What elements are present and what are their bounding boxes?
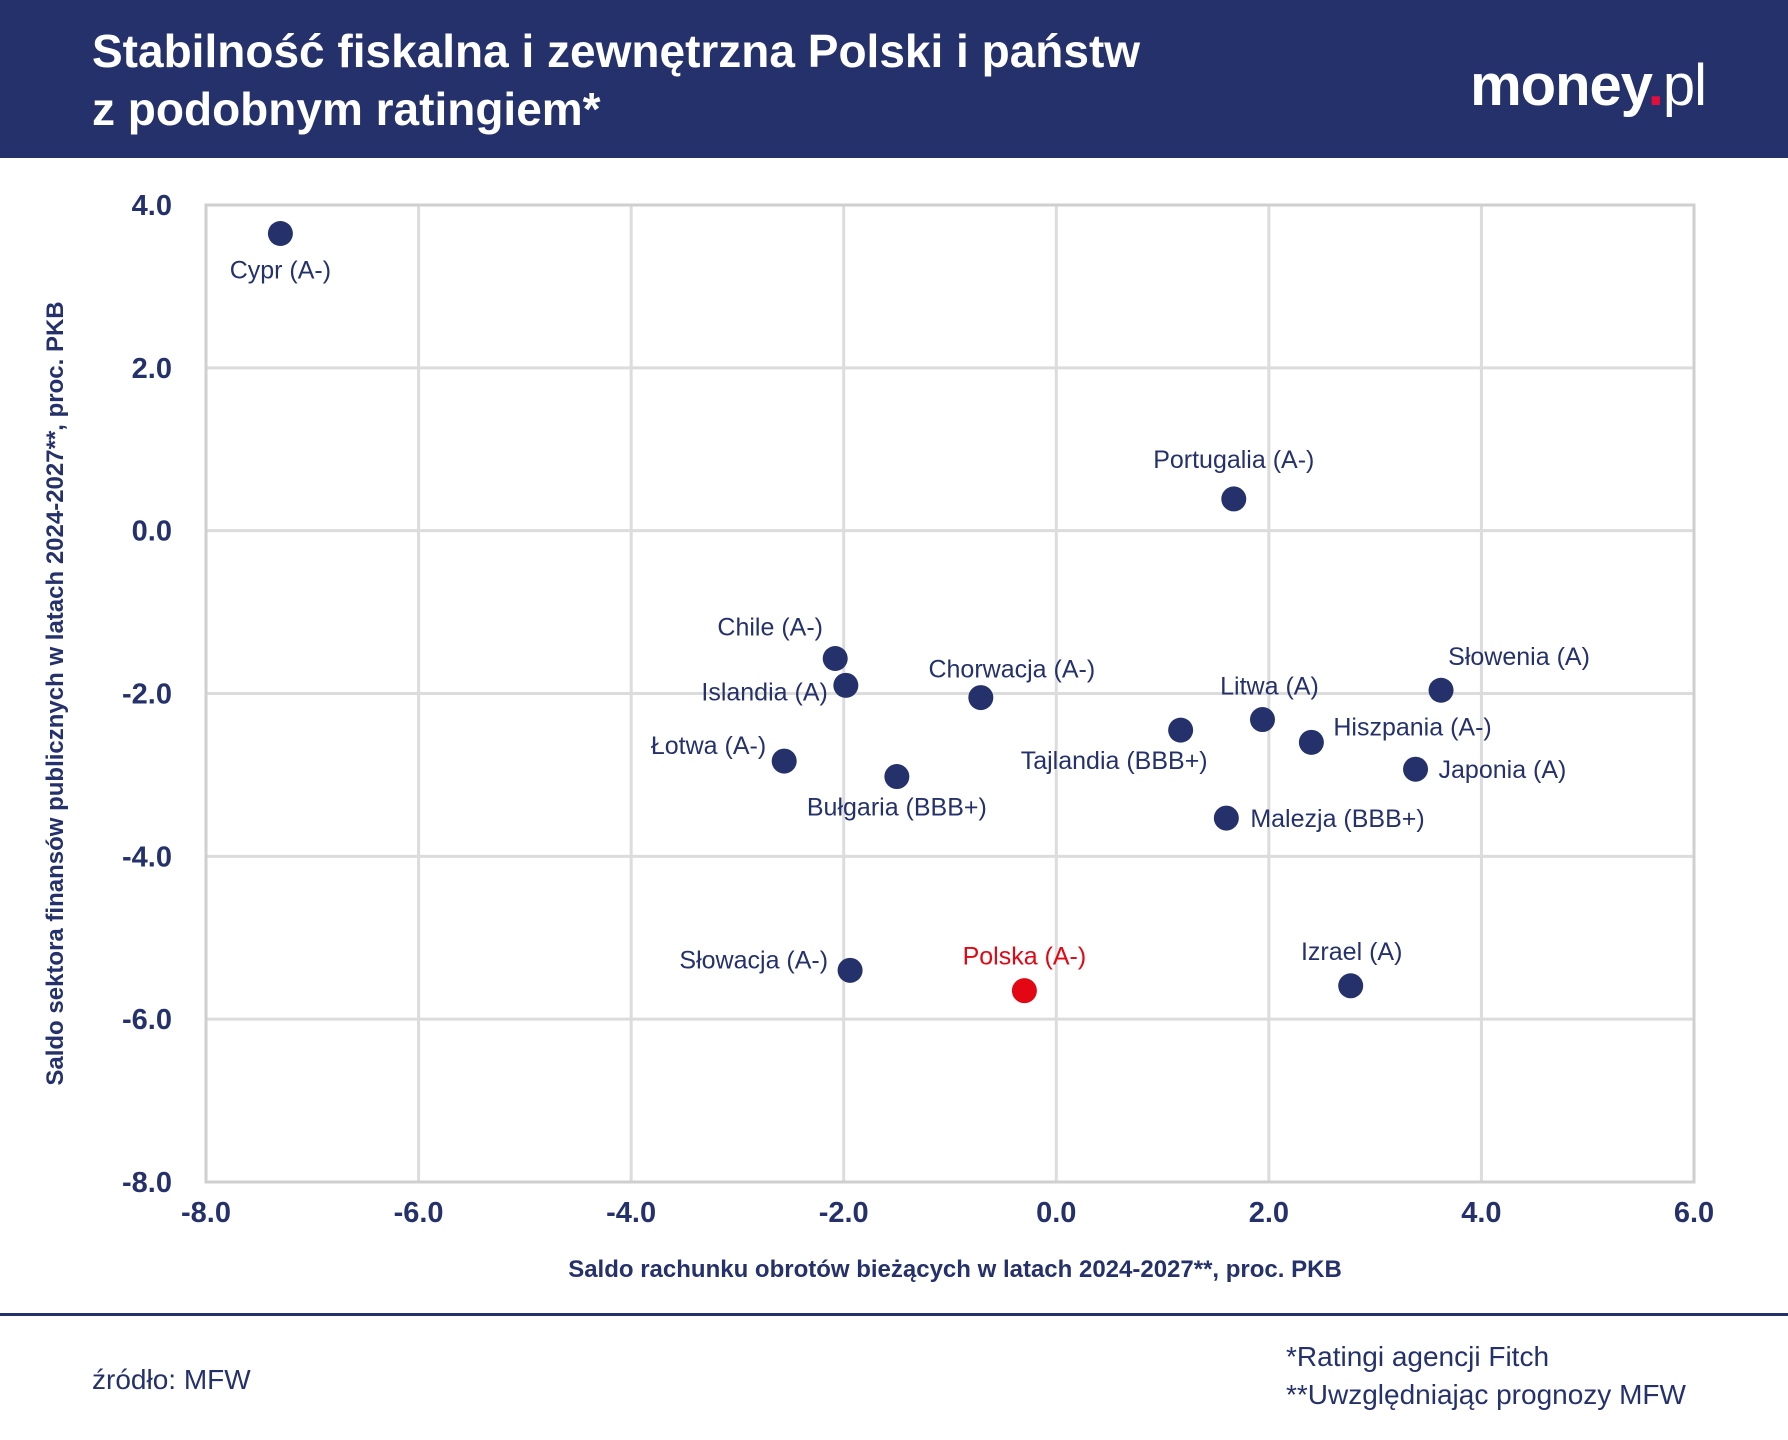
data-point [1011,978,1037,1004]
data-label: Islandia (A) [701,678,827,706]
data-point [771,748,797,774]
x-tick-label: 2.0 [1249,1197,1289,1229]
footnote-forecast: **Uwzględniając prognozy MFW [1286,1379,1686,1410]
data-label: Cypr (A-) [230,256,331,284]
footer-divider [0,1313,1788,1316]
data-label: Malezja (BBB+) [1250,805,1424,833]
data-point [1249,707,1275,733]
y-tick-label: 0.0 [132,516,172,548]
data-label: Polska (A-) [963,943,1087,971]
x-tick-label: -2.0 [819,1197,869,1229]
data-point [833,672,859,698]
data-label: Chorwacja (A-) [928,656,1095,684]
data-point [822,645,848,671]
data-point [1338,973,1364,999]
x-tick-label: -8.0 [181,1197,231,1229]
footnotes: *Ratingi agencji Fitch **Uwzględniając p… [1286,1338,1686,1414]
data-label: Słowenia (A) [1448,643,1590,671]
y-tick-label: -8.0 [122,1167,172,1199]
data-point [1298,729,1324,755]
money-pl-logo: money.pl [1470,53,1707,118]
chart-title: Stabilność fiskalna i zewnętrzna Polski … [92,22,1140,138]
y-tick-label: -6.0 [122,1004,172,1036]
data-point [1168,717,1194,743]
data-label: Japonia (A) [1439,756,1567,784]
x-axis-title: Saldo rachunku obrotów bieżących w latac… [568,1256,1342,1283]
data-point [1213,805,1239,831]
data-point [1428,677,1454,703]
data-label: Litwa (A) [1220,673,1319,701]
title-line-1: Stabilność fiskalna i zewnętrzna Polski … [92,25,1141,77]
title-line-2: z podobnym ratingiem* [92,83,601,135]
header-banner: Stabilność fiskalna i zewnętrzna Polski … [0,0,1788,158]
y-tick-label: -2.0 [122,679,172,711]
data-point [968,685,994,711]
data-point [1403,756,1429,782]
data-label: Tajlandia (BBB+) [1021,747,1208,775]
y-tick-label: 4.0 [132,190,172,222]
y-tick-label: 2.0 [132,353,172,385]
x-tick-label: -4.0 [606,1197,656,1229]
y-axis-title: Saldo sektora finansów publicznych w lat… [42,301,69,1085]
source-note: źródło: MFW [92,1364,251,1395]
data-label: Portugalia (A-) [1153,446,1314,474]
x-tick-label: 6.0 [1674,1197,1714,1229]
x-tick-label: -6.0 [394,1197,444,1229]
data-label: Słowacja (A-) [679,946,828,974]
data-label: Chile (A-) [717,613,823,641]
data-point [1221,486,1247,512]
x-tick-label: 4.0 [1461,1197,1501,1229]
footnote-rating: *Ratingi agencji Fitch [1286,1341,1550,1372]
plot-frame [204,203,1696,1184]
y-tick-label: -4.0 [122,841,172,873]
data-point [837,957,863,983]
data-label: Izrael (A) [1301,938,1402,966]
data-point [267,220,293,246]
data-point [884,764,910,790]
x-tick-label: 0.0 [1036,1197,1076,1229]
data-label: Łotwa (A-) [651,732,766,760]
data-label: Bułgaria (BBB+) [807,794,987,822]
scatter-chart: -8.0 -6.0 -4.0 -2.0 0.0 2.0 4.0 6.0 4.0 2.0 0.0 -2.… [42,190,1714,1283]
data-label: Hiszpania (A-) [1333,713,1491,741]
